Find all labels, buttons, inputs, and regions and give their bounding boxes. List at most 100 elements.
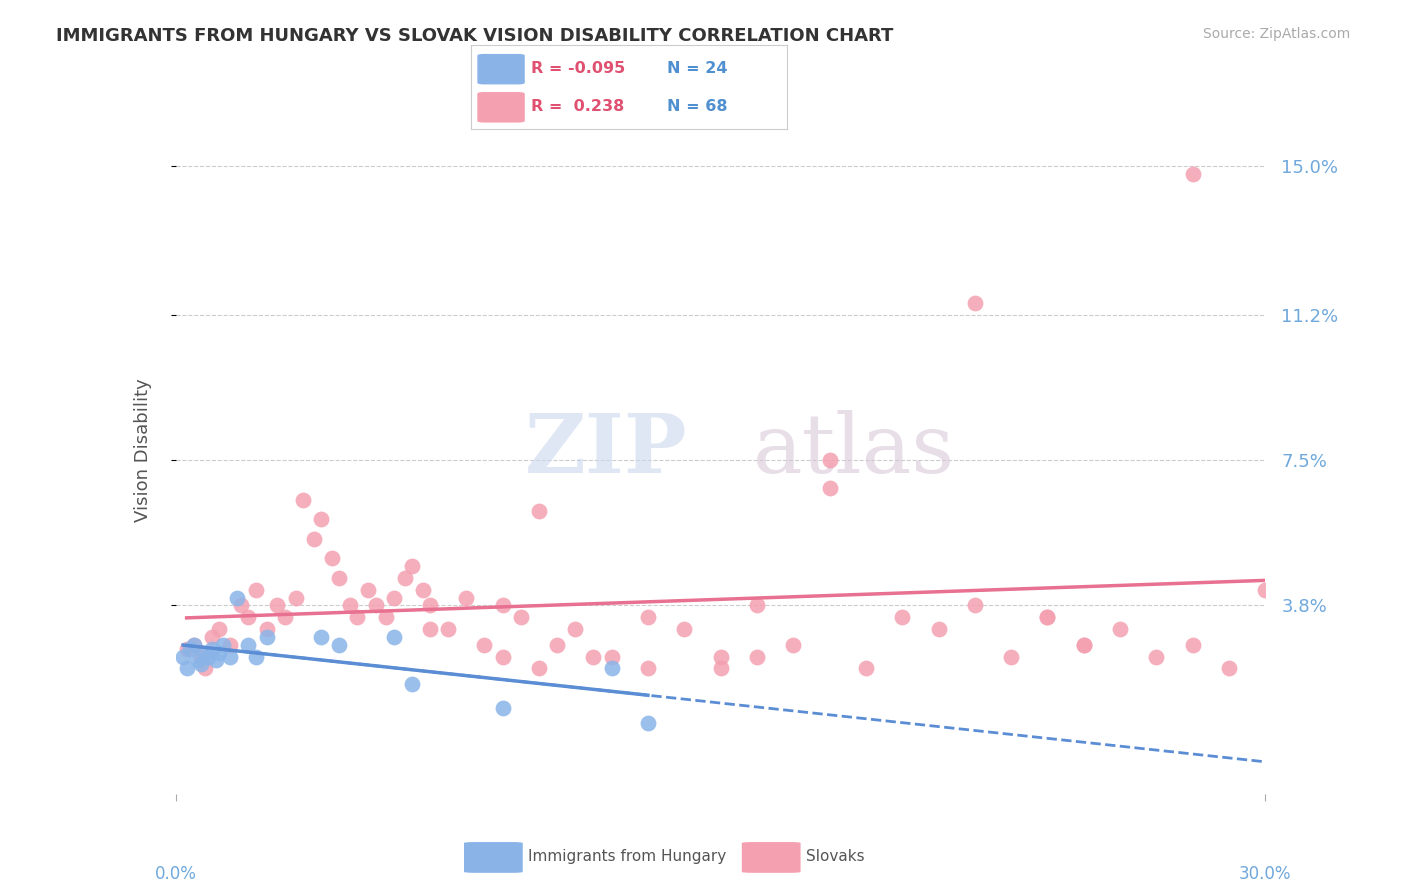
Point	[564, 622, 586, 636]
Point	[419, 599, 441, 613]
Point	[456, 591, 478, 605]
FancyBboxPatch shape	[464, 842, 523, 872]
Point	[401, 559, 423, 574]
Point	[492, 649, 515, 664]
Point	[256, 630, 278, 644]
Point	[208, 646, 231, 660]
Point	[309, 512, 332, 526]
Point	[745, 599, 768, 613]
Point	[637, 610, 659, 624]
Point	[238, 638, 260, 652]
Point	[582, 649, 605, 664]
Text: IMMIGRANTS FROM HUNGARY VS SLOVAK VISION DISABILITY CORRELATION CHART: IMMIGRANTS FROM HUNGARY VS SLOVAK VISION…	[56, 27, 894, 45]
Point	[179, 641, 201, 656]
Point	[600, 661, 623, 675]
Point	[201, 641, 224, 656]
Point	[172, 649, 194, 664]
FancyBboxPatch shape	[478, 54, 524, 85]
Point	[245, 649, 267, 664]
Text: atlas: atlas	[754, 410, 956, 491]
Point	[419, 622, 441, 636]
Point	[219, 638, 242, 652]
Point	[600, 649, 623, 664]
Point	[437, 622, 460, 636]
Point	[245, 582, 267, 597]
Point	[194, 661, 217, 675]
Point	[186, 653, 209, 667]
Point	[190, 649, 212, 664]
Point	[1000, 649, 1022, 664]
Point	[256, 622, 278, 636]
Point	[401, 677, 423, 691]
Point	[266, 599, 288, 613]
Point	[855, 661, 877, 675]
Point	[527, 504, 550, 518]
Text: N = 24: N = 24	[668, 61, 728, 76]
Point	[637, 661, 659, 675]
Text: N = 68: N = 68	[668, 99, 728, 114]
Point	[1036, 610, 1059, 624]
Point	[346, 610, 368, 624]
Point	[1181, 167, 1204, 181]
Point	[183, 638, 205, 652]
Point	[328, 571, 350, 585]
Point	[190, 657, 212, 672]
Point	[637, 716, 659, 731]
Point	[309, 630, 332, 644]
Point	[339, 599, 361, 613]
Point	[231, 599, 253, 613]
Text: R =  0.238: R = 0.238	[531, 99, 624, 114]
Point	[394, 571, 416, 585]
Point	[963, 296, 986, 310]
Point	[492, 700, 515, 714]
Point	[183, 638, 205, 652]
Point	[375, 610, 398, 624]
Point	[1109, 622, 1132, 636]
Point	[673, 622, 696, 636]
Point	[509, 610, 531, 624]
Point	[328, 638, 350, 652]
Point	[928, 622, 950, 636]
Point	[176, 641, 198, 656]
Point	[364, 599, 387, 613]
Point	[284, 591, 307, 605]
Point	[226, 591, 249, 605]
Point	[208, 622, 231, 636]
Point	[302, 532, 325, 546]
Point	[818, 453, 841, 467]
Point	[291, 492, 314, 507]
Point	[963, 599, 986, 613]
Point	[1146, 649, 1168, 664]
Text: R = -0.095: R = -0.095	[531, 61, 626, 76]
Text: 30.0%: 30.0%	[1239, 865, 1292, 883]
FancyBboxPatch shape	[478, 92, 524, 122]
Point	[382, 630, 405, 644]
Point	[212, 638, 235, 652]
Text: 0.0%: 0.0%	[155, 865, 197, 883]
FancyBboxPatch shape	[742, 842, 800, 872]
Point	[321, 551, 343, 566]
Point	[194, 646, 217, 660]
Point	[176, 661, 198, 675]
Point	[412, 582, 434, 597]
Point	[382, 591, 405, 605]
Point	[201, 630, 224, 644]
Point	[238, 610, 260, 624]
Point	[546, 638, 568, 652]
Point	[492, 599, 515, 613]
Point	[891, 610, 914, 624]
Y-axis label: Vision Disability: Vision Disability	[134, 378, 152, 523]
Point	[745, 649, 768, 664]
Point	[357, 582, 380, 597]
Point	[1181, 638, 1204, 652]
Point	[219, 649, 242, 664]
Text: Source: ZipAtlas.com: Source: ZipAtlas.com	[1202, 27, 1350, 41]
Point	[1073, 638, 1095, 652]
Point	[1036, 610, 1059, 624]
Text: ZIP: ZIP	[526, 410, 688, 491]
Point	[474, 638, 496, 652]
Point	[197, 649, 219, 664]
Point	[204, 653, 226, 667]
Text: Slovaks: Slovaks	[806, 849, 865, 863]
Point	[782, 638, 804, 652]
